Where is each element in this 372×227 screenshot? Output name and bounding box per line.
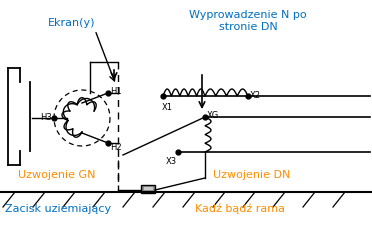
Text: Uzwojenie GN: Uzwojenie GN bbox=[18, 170, 96, 180]
Text: H1: H1 bbox=[110, 87, 122, 96]
Text: Uzwojenie DN: Uzwojenie DN bbox=[213, 170, 291, 180]
Text: XG: XG bbox=[207, 111, 219, 121]
Text: Ekran(y): Ekran(y) bbox=[48, 18, 96, 28]
FancyBboxPatch shape bbox=[141, 185, 155, 193]
Text: H3: H3 bbox=[40, 113, 52, 121]
Text: Zacisk uziemiający: Zacisk uziemiający bbox=[5, 204, 111, 214]
Text: H2: H2 bbox=[110, 143, 122, 153]
Text: X2: X2 bbox=[250, 91, 261, 99]
Text: Kadź bądź rama: Kadź bądź rama bbox=[195, 203, 285, 214]
Text: Wyprowadzenie N po
stronie DN: Wyprowadzenie N po stronie DN bbox=[189, 10, 307, 32]
Text: X1: X1 bbox=[162, 103, 173, 112]
Text: X3: X3 bbox=[166, 157, 177, 166]
